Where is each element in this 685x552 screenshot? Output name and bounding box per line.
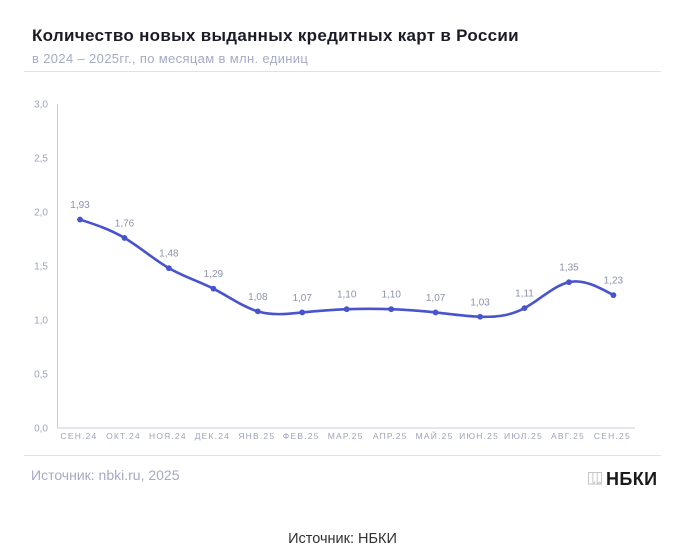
svg-text:0,5: 0,5 — [34, 370, 48, 381]
svg-text:1,10: 1,10 — [381, 290, 401, 301]
svg-text:1,03: 1,03 — [470, 297, 490, 308]
svg-text:0,0: 0,0 — [34, 424, 48, 435]
svg-text:1,35: 1,35 — [559, 263, 579, 274]
svg-text:1,5: 1,5 — [34, 262, 48, 273]
svg-text:1,93: 1,93 — [70, 200, 90, 211]
svg-text:1,08: 1,08 — [248, 292, 268, 303]
svg-text:МАР.25: МАР.25 — [328, 431, 364, 441]
svg-text:ОКТ.24: ОКТ.24 — [106, 431, 141, 441]
svg-text:АВГ.25: АВГ.25 — [551, 431, 585, 441]
svg-text:1,48: 1,48 — [159, 249, 179, 260]
svg-text:АПР.25: АПР.25 — [373, 431, 408, 441]
svg-text:2,5: 2,5 — [34, 154, 48, 165]
svg-text:ФЕВ.25: ФЕВ.25 — [283, 431, 320, 441]
svg-text:1,07: 1,07 — [292, 293, 312, 304]
svg-text:МАЙ.25: МАЙ.25 — [416, 430, 454, 441]
svg-text:1,11: 1,11 — [515, 289, 534, 300]
svg-text:СЕН.25: СЕН.25 — [594, 431, 631, 441]
svg-text:ДЕК.24: ДЕК.24 — [195, 431, 230, 441]
svg-text:2,0: 2,0 — [34, 208, 48, 219]
svg-text:НОЯ.24: НОЯ.24 — [149, 431, 187, 441]
svg-text:1,07: 1,07 — [426, 293, 446, 304]
svg-text:1,10: 1,10 — [337, 290, 357, 301]
svg-text:3,0: 3,0 — [34, 100, 48, 111]
svg-text:1,76: 1,76 — [115, 218, 135, 229]
svg-text:1,29: 1,29 — [204, 269, 224, 280]
svg-text:ИЮН.25: ИЮН.25 — [459, 431, 499, 441]
svg-text:ЯНВ.25: ЯНВ.25 — [238, 431, 275, 441]
svg-text:1,23: 1,23 — [604, 276, 624, 287]
svg-text:1,0: 1,0 — [34, 316, 48, 327]
svg-text:СЕН.24: СЕН.24 — [61, 431, 98, 441]
svg-text:ИЮЛ.25: ИЮЛ.25 — [504, 431, 543, 441]
